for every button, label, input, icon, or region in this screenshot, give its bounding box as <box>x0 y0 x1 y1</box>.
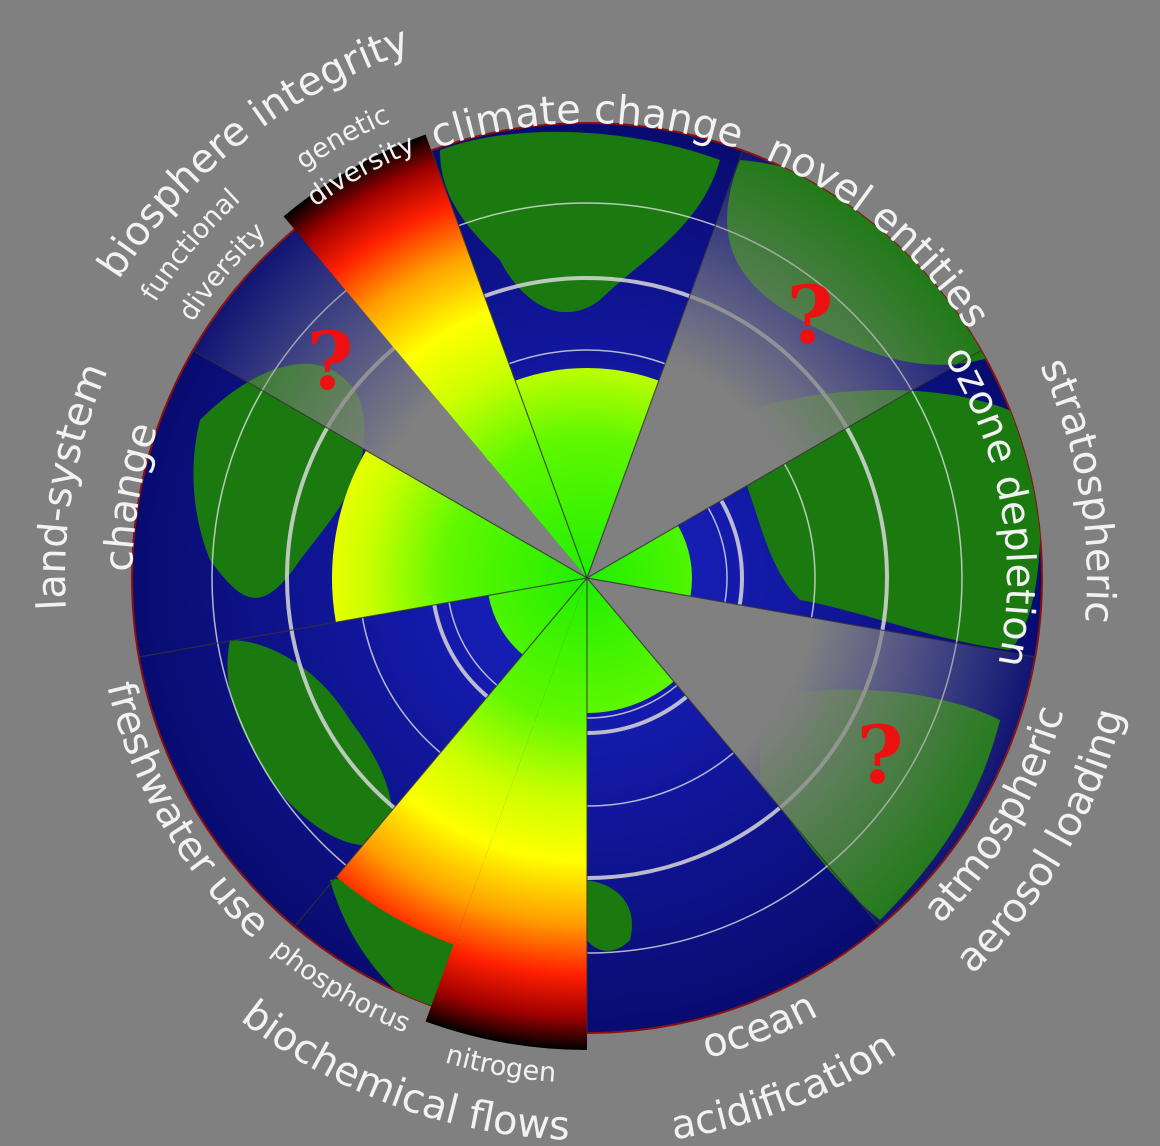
wedge <box>488 578 587 655</box>
divider <box>138 577 588 658</box>
wedge <box>587 150 982 578</box>
boundary-label-path: stratospheric <box>1031 351 1123 624</box>
wedge <box>587 578 674 713</box>
wedge <box>283 134 587 578</box>
wedge <box>336 578 587 945</box>
divider <box>586 349 982 579</box>
divider <box>586 577 1036 658</box>
divider <box>586 150 744 579</box>
divider <box>586 577 880 927</box>
boundary-label-path: land-system <box>29 357 117 612</box>
wedge <box>192 229 587 579</box>
unknown-marker: ? <box>857 708 904 802</box>
wedge <box>332 450 587 623</box>
wedges <box>138 134 1036 1050</box>
boundary-label: stratospheric <box>1031 351 1123 624</box>
unknown-marker: ? <box>787 268 834 362</box>
divider <box>430 150 588 579</box>
divider <box>192 349 588 579</box>
wedge <box>515 368 659 578</box>
wedge <box>587 578 1036 927</box>
divider <box>294 577 588 927</box>
wedge <box>587 525 692 597</box>
unknown-marker: ? <box>307 314 354 408</box>
boundary-label: land-system <box>29 357 117 612</box>
wedge <box>425 578 587 1050</box>
